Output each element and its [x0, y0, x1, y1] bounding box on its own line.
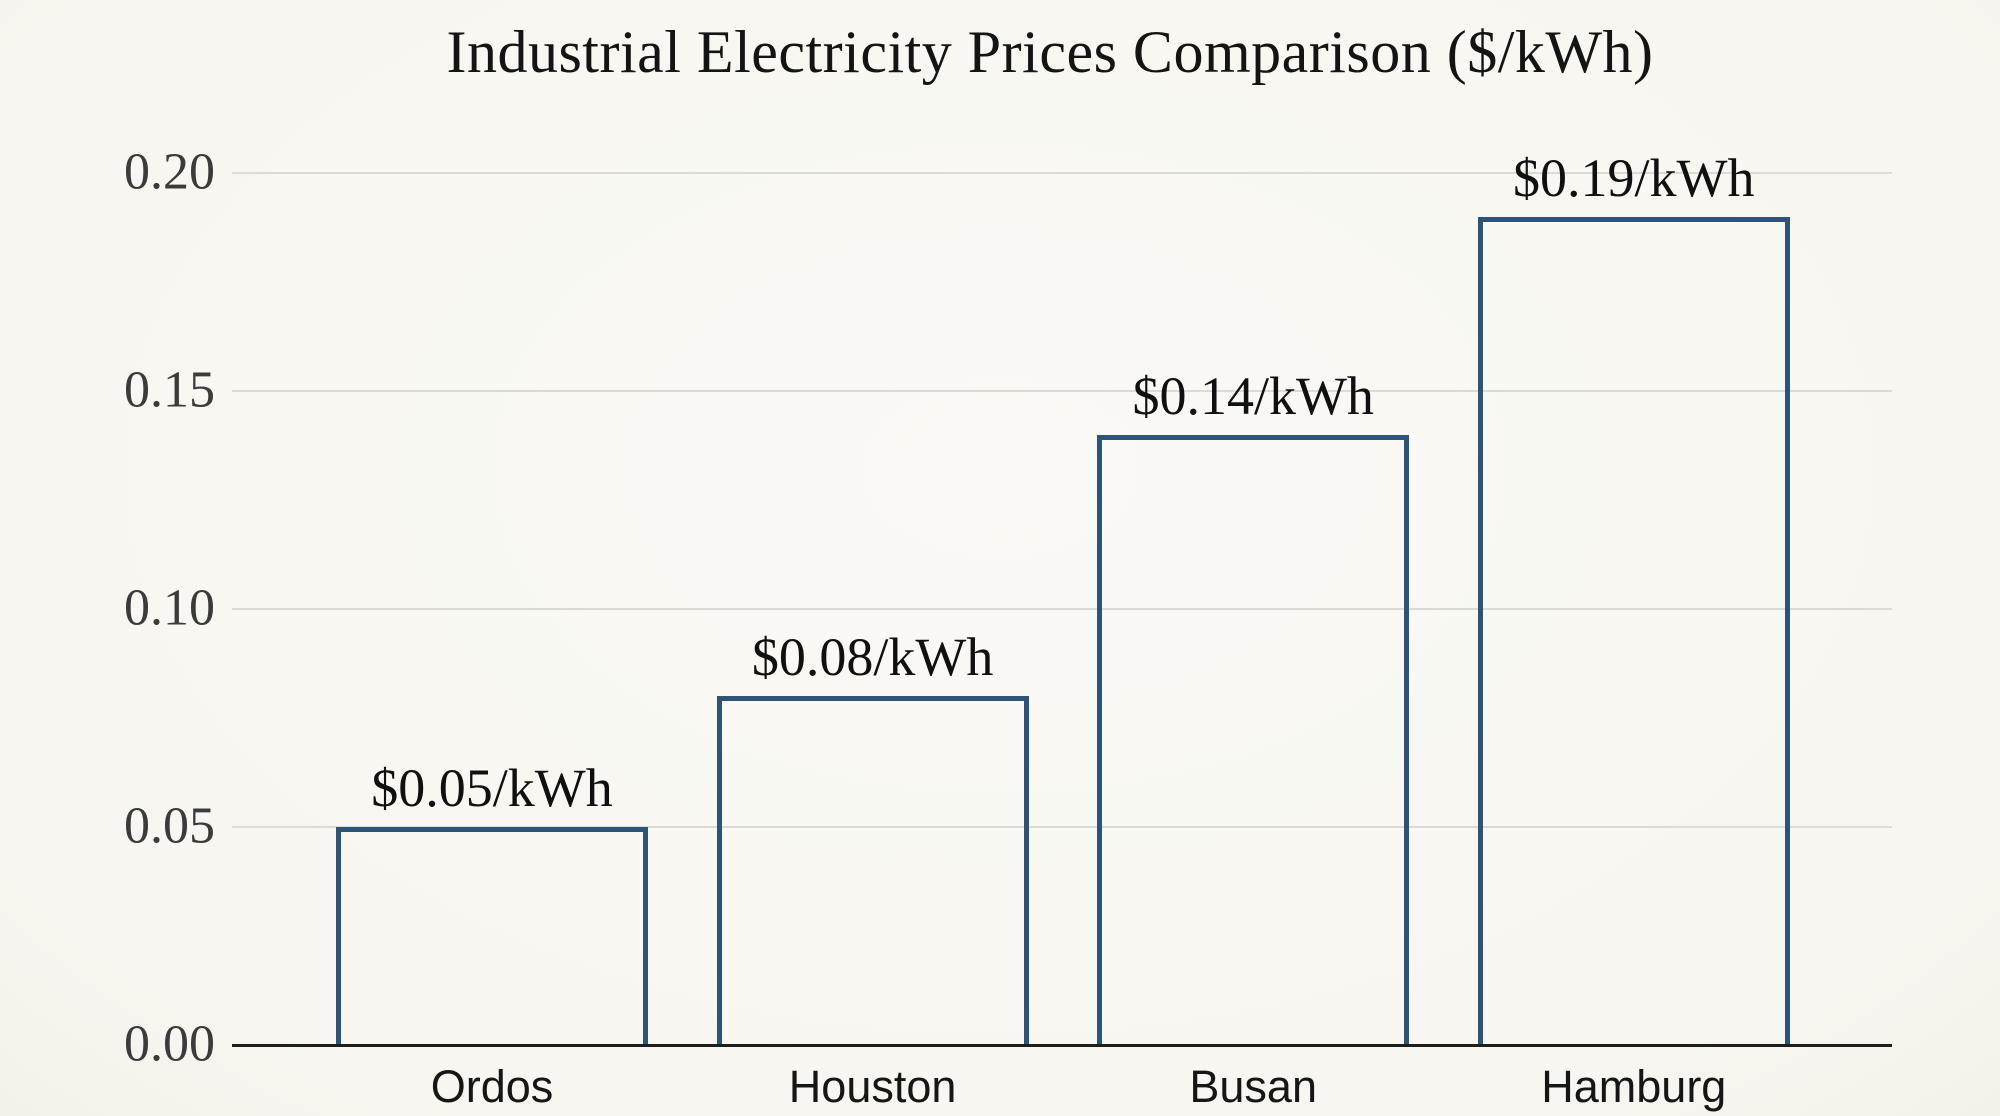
y-axis-tick-label: 0.15	[124, 361, 215, 419]
bar-hamburg	[1477, 216, 1790, 1045]
x-axis-category-label: Hamburg	[1541, 1061, 1727, 1112]
bar-ordos	[336, 827, 648, 1045]
x-axis-line	[232, 1044, 1892, 1047]
x-axis-category-label: Busan	[1189, 1061, 1317, 1112]
bar-value-label: $0.19/kWh	[1513, 147, 1755, 208]
y-axis-tick-label: 0.20	[124, 143, 215, 201]
gridline	[232, 390, 1892, 392]
x-axis-category-label: Ordos	[430, 1061, 554, 1112]
chart-title: Industrial Electricity Prices Comparison…	[446, 19, 1654, 85]
gridline	[232, 608, 1892, 610]
bar-value-label: $0.08/kWh	[751, 627, 994, 688]
gridline	[232, 172, 1892, 174]
y-axis-tick-label: 0.05	[124, 797, 215, 855]
x-axis-category-label: Houston	[788, 1061, 957, 1112]
bar-value-label: $0.14/kWh	[1132, 365, 1374, 426]
y-axis-tick-label: 0.00	[124, 1015, 215, 1073]
bar-houston	[716, 696, 1029, 1045]
y-axis-tick-label: 0.10	[124, 579, 215, 637]
bar-busan	[1097, 434, 1410, 1045]
bar-value-label: $0.05/kWh	[371, 758, 613, 818]
gridline	[232, 826, 1892, 828]
